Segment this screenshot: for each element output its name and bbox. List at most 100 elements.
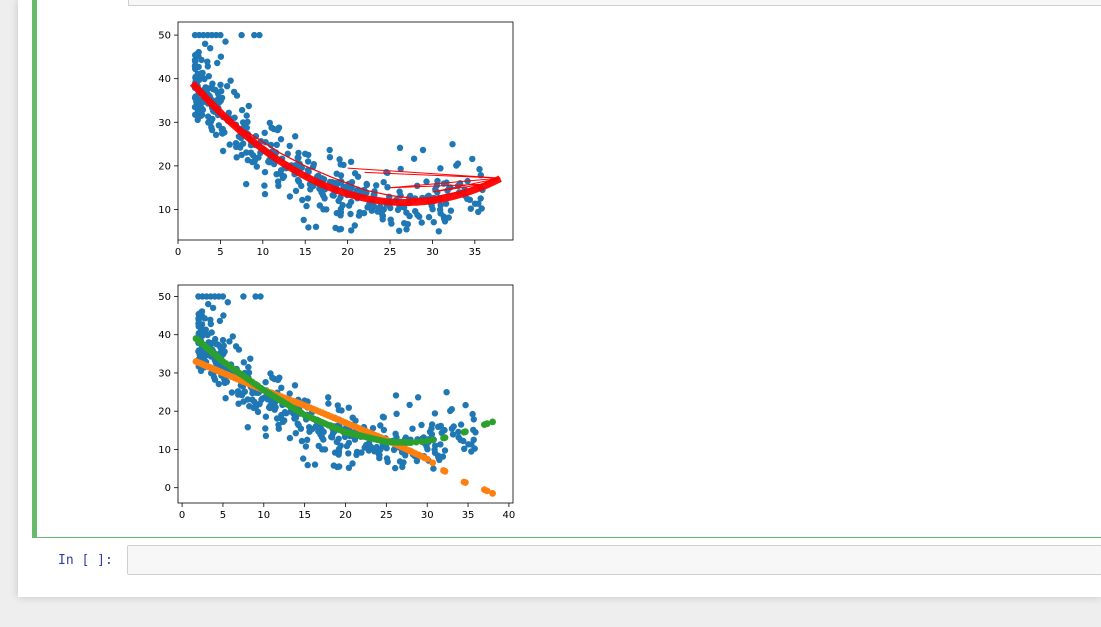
data-point [476,166,483,173]
prediction-point [441,467,449,475]
output-plot-2: 0 5 10 15 20 25 30 35 40 0 10 20 30 40 50 [140,279,520,524]
data-point [281,408,289,416]
data-point [224,299,231,306]
data-point [363,181,371,189]
data-point [349,414,356,421]
data-point [299,196,306,204]
data-point [369,425,377,432]
data-point [419,146,427,154]
previous-cell-input[interactable] [128,0,1101,6]
data-point [233,154,240,161]
prediction-point [429,459,437,467]
data-point [399,463,406,471]
data-point [430,219,437,226]
data-point [275,421,282,429]
data-point [349,460,356,467]
data-point [418,421,425,429]
data-point [331,449,339,456]
data-point [279,174,287,182]
data-point [220,342,227,349]
y-tick-label: 10 [158,445,171,456]
data-point [304,436,311,443]
data-point [272,404,279,411]
data-point [310,161,317,168]
data-point [277,136,285,143]
data-point [240,293,247,300]
data-point [254,408,262,416]
data-point [292,430,299,437]
data-point [268,124,275,131]
data-point [244,396,251,403]
data-point [203,351,210,359]
data-point [222,38,229,45]
data-point [345,404,352,411]
data-point [441,426,448,434]
data-point [309,425,316,433]
data-point [214,59,221,67]
data-point [215,122,222,129]
empty-code-cell[interactable]: In [ ]: [18,545,1101,575]
y-tick-label: 0 [165,483,171,494]
data-point [209,304,217,312]
data-point [305,224,312,231]
data-point [209,80,216,87]
fit-line [191,82,501,200]
data-point [300,216,307,224]
data-point [467,205,474,212]
data-point [245,363,252,371]
data-point [396,458,404,465]
x-tick-label: 0 [175,247,181,258]
data-point [230,88,238,96]
y-tick-label: 20 [158,407,171,418]
data-point [295,149,302,157]
data-point [300,455,307,462]
data-point [325,394,332,401]
y-tick-label: 30 [158,368,171,379]
x-tick-label: 5 [220,510,226,521]
data-point [413,457,421,465]
data-point [252,293,259,300]
code-input-area[interactable] [127,545,1101,575]
data-point [387,216,394,223]
y-tick-label: 20 [158,161,171,172]
prediction-point [489,418,496,426]
data-point [294,176,302,184]
data-point [345,202,353,209]
data-point [302,443,310,450]
data-point [396,227,403,234]
data-point [475,200,482,207]
data-point [234,141,241,148]
data-point [347,158,355,165]
data-point [298,182,305,190]
data-point [302,150,309,157]
data-point [215,380,222,388]
y-tick-label: 30 [158,118,171,129]
data-point [246,403,253,410]
data-point [303,202,310,210]
data-point [222,395,229,402]
data-point [437,165,444,172]
data-point [374,208,381,215]
data-point [216,317,224,325]
plot-frame [177,21,514,241]
data-point [380,414,387,421]
data-point [240,359,247,366]
data-point [443,389,450,396]
data-point [220,312,227,319]
data-point [340,183,347,190]
x-tick-label: 5 [217,247,223,258]
data-point [435,228,442,235]
data-point [455,434,462,441]
data-point [257,293,264,300]
data-point [241,388,248,395]
data-point [461,445,468,452]
data-point [447,207,455,214]
data-point [337,225,345,233]
selected-code-cell[interactable] [32,0,1101,538]
data-point [207,45,214,52]
data-point [235,400,242,407]
data-point [345,464,353,471]
data-point [219,293,227,300]
data-point [343,442,351,450]
data-point [266,119,273,127]
